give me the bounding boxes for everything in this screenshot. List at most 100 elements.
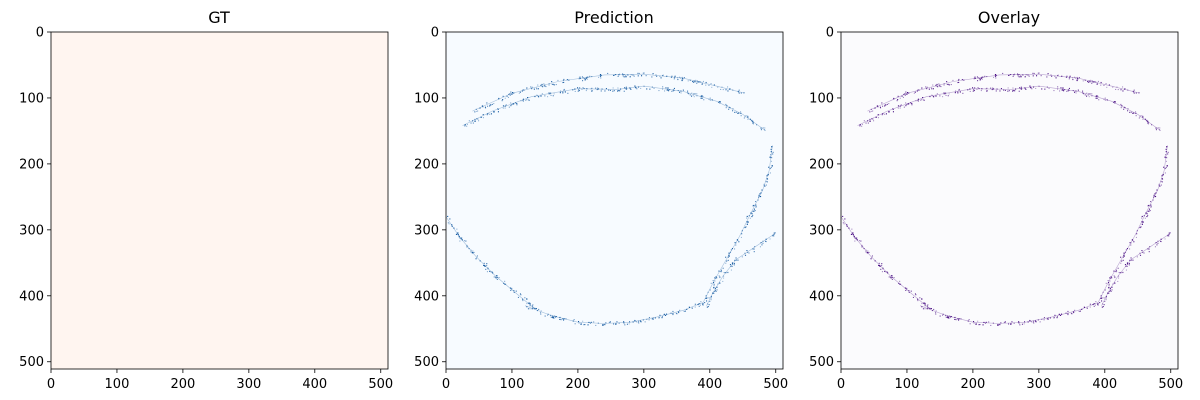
speckle <box>700 95 702 97</box>
speckle <box>990 324 992 326</box>
speckle <box>1167 234 1169 236</box>
speckle <box>642 319 644 321</box>
speckle <box>975 323 977 325</box>
speckle <box>974 77 976 79</box>
speckle <box>1154 246 1156 248</box>
speckle <box>1014 73 1016 75</box>
speckle <box>973 76 975 78</box>
speckle <box>943 93 945 95</box>
speckle <box>472 252 474 254</box>
speckle <box>727 271 729 273</box>
speckle <box>1164 156 1166 158</box>
speckle <box>745 226 747 228</box>
speckle <box>1091 82 1093 84</box>
speckle <box>536 87 538 89</box>
speckle <box>905 91 907 93</box>
speckle <box>1076 80 1078 82</box>
speckle <box>489 104 491 106</box>
speckle <box>1019 76 1021 78</box>
speckle <box>1033 322 1035 324</box>
speckle <box>725 256 727 258</box>
speckle <box>740 236 742 238</box>
speckle <box>463 240 465 242</box>
speckle <box>1075 90 1077 92</box>
speckle <box>1165 154 1167 156</box>
speckle <box>1114 277 1116 279</box>
speckle <box>468 120 470 122</box>
x-tick-label: 200 <box>960 377 985 392</box>
speckle <box>542 86 544 88</box>
speckle <box>747 117 749 119</box>
speckle <box>579 76 581 78</box>
speckle <box>1084 79 1086 81</box>
speckle <box>767 174 769 176</box>
speckle <box>1097 303 1099 305</box>
speckle <box>1029 320 1031 322</box>
speckle <box>692 81 694 83</box>
speckle <box>870 258 872 260</box>
speckle <box>461 239 463 241</box>
speckle <box>1068 78 1070 80</box>
speckle <box>559 316 561 318</box>
speckle <box>856 237 858 239</box>
speckle <box>760 192 762 194</box>
y-tick-label: 500 <box>809 355 834 370</box>
speckle <box>522 300 524 302</box>
speckle <box>1114 276 1116 278</box>
speckle <box>1072 79 1074 81</box>
speckle <box>899 280 901 282</box>
speckle <box>728 255 730 257</box>
speckle <box>901 95 903 97</box>
speckle <box>758 194 760 196</box>
speckle <box>638 320 640 322</box>
speckle <box>1098 99 1100 101</box>
speckle <box>1104 97 1106 99</box>
speckle <box>495 277 497 279</box>
speckle <box>1142 118 1144 120</box>
speckle <box>489 270 491 272</box>
speckle <box>674 75 676 77</box>
speckle <box>1057 75 1059 77</box>
speckle <box>588 321 590 323</box>
speckle <box>1000 88 1002 90</box>
speckle <box>881 102 883 104</box>
speckle <box>560 90 562 92</box>
speckle <box>482 106 484 108</box>
speckle <box>729 264 731 266</box>
speckle <box>605 322 607 324</box>
speckle <box>904 94 906 96</box>
speckle <box>1010 74 1012 76</box>
speckle <box>628 323 630 325</box>
speckle <box>490 104 492 106</box>
speckle <box>1074 309 1076 311</box>
speckle <box>939 95 941 97</box>
speckle <box>882 105 884 107</box>
speckle <box>773 233 775 235</box>
speckle <box>1139 116 1141 118</box>
speckle <box>1135 112 1137 114</box>
speckle <box>680 92 682 94</box>
speckle <box>718 270 720 272</box>
speckle <box>763 183 765 185</box>
speckle <box>694 81 696 83</box>
speckle <box>698 305 700 307</box>
speckle <box>680 90 682 92</box>
speckle <box>1024 88 1026 90</box>
speckle <box>906 104 908 106</box>
speckle <box>728 252 730 254</box>
speckle <box>682 89 684 91</box>
speckle <box>484 106 486 108</box>
speckle <box>702 304 704 306</box>
speckle <box>747 251 749 253</box>
speckle <box>1153 194 1155 196</box>
speckle <box>1020 88 1022 90</box>
speckle <box>1125 265 1127 267</box>
speckle <box>762 240 764 242</box>
speckle <box>923 99 925 101</box>
speckle <box>1142 221 1144 223</box>
speckle <box>888 111 890 113</box>
speckle <box>713 292 715 294</box>
speckle <box>1035 87 1037 89</box>
speckle <box>924 305 926 307</box>
speckle <box>563 318 565 320</box>
